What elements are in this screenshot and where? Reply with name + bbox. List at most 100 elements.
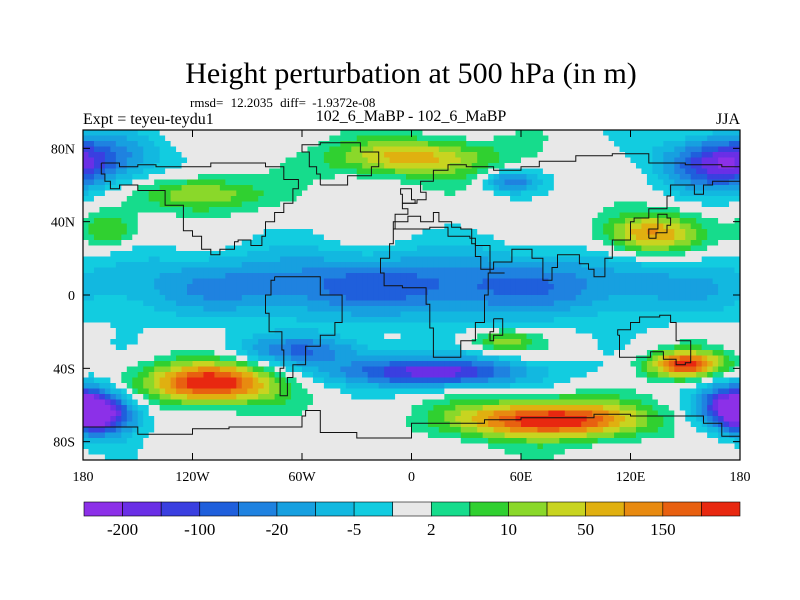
contour-cell — [449, 245, 456, 252]
contour-cell — [192, 267, 199, 274]
contour-cell — [121, 317, 128, 324]
contour-cell — [148, 350, 155, 357]
contour-cell — [329, 245, 336, 252]
contour-cell — [345, 185, 352, 192]
contour-cell — [258, 295, 265, 302]
contour-cell — [592, 317, 599, 324]
contour-cell — [356, 190, 363, 197]
contour-cell — [176, 289, 183, 296]
contour-cell — [93, 190, 101, 197]
contour-cell — [203, 218, 210, 225]
contour-cell — [690, 267, 697, 274]
contour-cell — [559, 350, 566, 357]
contour-cell — [619, 163, 626, 170]
contour-cell — [197, 174, 205, 181]
contour-cell — [148, 174, 155, 181]
contour-cell — [548, 262, 555, 269]
contour-cell — [274, 218, 281, 225]
contour-cell — [110, 218, 117, 225]
contour-cell — [285, 262, 292, 269]
contour-cell — [438, 300, 445, 307]
contour-cell — [723, 311, 730, 318]
contour-cell — [493, 273, 500, 280]
contour-cell — [83, 251, 90, 258]
contour-cell — [581, 234, 588, 241]
contour-cell — [312, 207, 320, 214]
contour-cell — [192, 207, 199, 214]
contour-cell — [690, 185, 697, 192]
contour-cell — [99, 306, 106, 313]
contour-cell — [521, 196, 528, 203]
contour-cell — [121, 201, 128, 208]
contour-cell — [603, 130, 610, 137]
contour-cell — [367, 317, 374, 324]
contour-cell — [356, 339, 363, 346]
contour-cell — [696, 317, 703, 324]
contour-cell — [247, 284, 254, 291]
contour-cell — [351, 262, 358, 269]
contour-cell — [351, 168, 358, 175]
contour-cell — [592, 328, 599, 335]
contour-cell — [482, 207, 489, 214]
contour-cell — [504, 295, 511, 302]
contour-cell — [564, 152, 571, 159]
contour-cell — [433, 267, 440, 274]
contour-cell — [515, 284, 522, 291]
contour-cell — [181, 223, 188, 230]
contour-cell — [247, 333, 254, 340]
contour-cell — [99, 234, 106, 241]
contour-cell — [83, 300, 90, 307]
contour-cell — [318, 130, 325, 137]
contour-cell — [438, 168, 445, 175]
contour-cell — [225, 218, 232, 225]
contour-cell — [241, 350, 248, 357]
contour-cell — [499, 130, 506, 137]
contour-cell — [137, 240, 144, 247]
contour-cell — [531, 256, 539, 263]
contour-cell — [701, 152, 708, 159]
contour-cell — [614, 234, 621, 241]
contour-cell — [690, 344, 697, 351]
contour-cell — [400, 218, 407, 225]
contour-cell — [263, 190, 270, 197]
contour-cell — [608, 245, 615, 252]
contour-cell — [181, 300, 188, 307]
contour-cell — [433, 317, 440, 324]
contour-cell — [526, 168, 533, 175]
contour-cell — [165, 163, 172, 170]
contour-cell — [707, 262, 714, 269]
contour-cell — [466, 311, 473, 318]
contour-cell — [225, 212, 232, 219]
contour-cell — [110, 306, 117, 313]
contour-cell — [197, 185, 205, 192]
contour-cell — [88, 135, 95, 142]
contour-cell — [241, 273, 248, 280]
contour-cell — [274, 245, 281, 252]
contour-cell — [148, 190, 155, 197]
contour-cell — [657, 146, 664, 153]
contour-cell — [734, 146, 740, 153]
contour-cell — [269, 317, 276, 324]
contour-cell — [219, 229, 226, 236]
contour-cell — [608, 251, 615, 258]
contour-cell — [477, 212, 484, 219]
contour-cell — [378, 267, 385, 274]
contour-cell — [208, 289, 215, 296]
contour-cell — [378, 300, 385, 307]
contour-cell — [99, 273, 106, 280]
contour-cell — [718, 251, 725, 258]
contour-cell — [553, 229, 560, 236]
contour-cell — [449, 163, 456, 170]
contour-cell — [635, 135, 643, 142]
contour-cell — [170, 289, 177, 296]
contour-cell — [427, 311, 434, 318]
contour-cell — [570, 300, 577, 307]
contour-cell — [384, 152, 391, 159]
contour-cell — [373, 273, 380, 280]
contour-cell — [247, 163, 254, 170]
contour-cell — [137, 267, 144, 274]
contour-cell — [258, 245, 265, 252]
contour-cell — [455, 163, 462, 170]
contour-cell — [493, 190, 500, 197]
contour-cell — [93, 201, 101, 208]
